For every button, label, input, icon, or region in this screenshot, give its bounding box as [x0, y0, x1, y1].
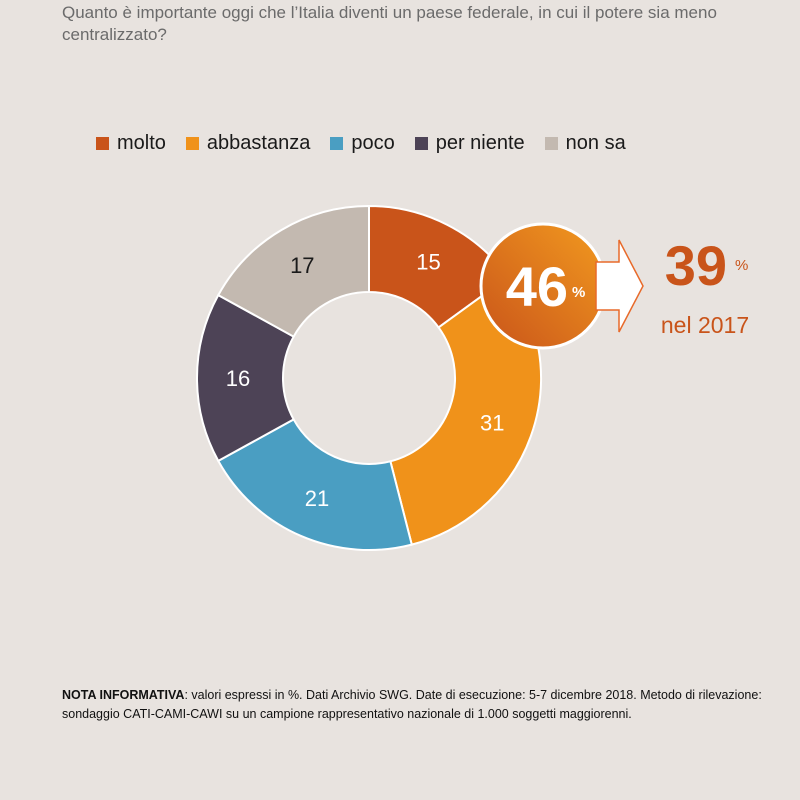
legend-swatch-non-sa	[544, 137, 558, 150]
donut-slice-labels: 15 31 21 16 17	[226, 249, 505, 511]
legend-item-per-niente: per niente	[414, 132, 525, 155]
legend-swatch-poco	[330, 137, 344, 150]
note-text: : valori espressi in %. Dati Archivio SW…	[62, 688, 762, 721]
legend-item-molto: molto	[96, 132, 166, 155]
note-label: NOTA INFORMATIVA	[62, 688, 185, 702]
legend-swatch-per-niente	[414, 137, 428, 150]
highlight-value: 46	[506, 255, 568, 318]
slice-label-per-niente: 16	[226, 366, 250, 391]
donut-slices	[196, 204, 542, 551]
legend-item-poco: poco	[330, 132, 395, 155]
chart-question: Quanto è importante oggi che l’Italia di…	[62, 3, 717, 44]
legend-label-molto: molto	[117, 132, 166, 154]
highlight-badge: 46 %	[479, 222, 607, 350]
legend-item-abbastanza: abbastanza	[185, 132, 311, 155]
methodology-note: NOTA INFORMATIVA: valori espressi in %. …	[62, 686, 770, 724]
donut-chart: 15 31 21 16 17 46 % 39 % nel 2017	[196, 204, 749, 551]
slice-label-non-sa: 17	[290, 253, 314, 278]
legend-swatch-molto	[96, 137, 109, 150]
legend-item-non-sa: non sa	[544, 132, 626, 155]
slice-label-poco: 21	[305, 486, 329, 511]
slice-non-sa	[216, 204, 370, 338]
slice-label-molto: 15	[416, 249, 440, 274]
legend-label-poco: poco	[351, 132, 395, 154]
slice-poco	[216, 418, 413, 551]
slice-abbastanza	[389, 275, 542, 546]
comparison-value: 39	[665, 234, 727, 297]
legend-label-per-niente: per niente	[435, 132, 525, 154]
comparison-unit: %	[735, 257, 748, 274]
slice-label-abbastanza: 31	[480, 410, 504, 435]
comparison-label: nel 2017	[661, 312, 749, 338]
comparison-arrow-icon	[595, 239, 644, 333]
legend-label-non-sa: non sa	[565, 132, 626, 154]
legend: molto abbastanza poco per niente non sa	[96, 132, 646, 155]
highlight-unit: %	[572, 284, 585, 301]
legend-label-abbastanza: abbastanza	[206, 132, 311, 154]
legend-swatch-abbastanza	[185, 137, 199, 150]
